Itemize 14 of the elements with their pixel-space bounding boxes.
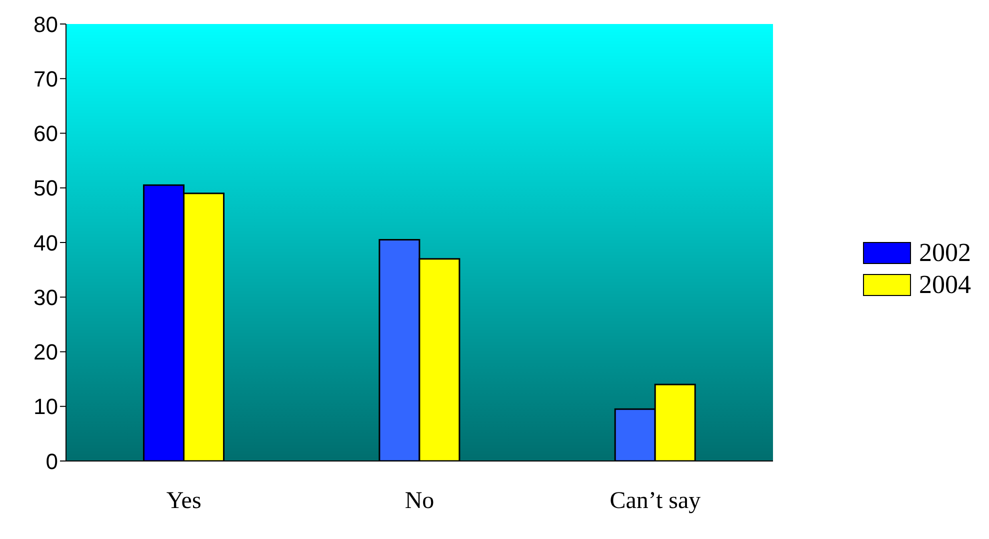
- y-tick-label: 30: [34, 284, 58, 310]
- x-tick-label: No: [404, 488, 434, 514]
- y-tick-label: 20: [34, 340, 58, 365]
- legend-label: 2002: [919, 238, 971, 268]
- x-tick-label: Can’t say: [610, 488, 701, 514]
- y-tick-label: 50: [34, 176, 58, 201]
- y-tick-label: 10: [34, 394, 58, 420]
- y-tick-label: 60: [34, 121, 58, 146]
- x-tick-label: Yes: [166, 488, 202, 514]
- y-tick-label: 0: [46, 448, 58, 474]
- legend-label: 2004: [919, 270, 971, 300]
- y-tick-label: 80: [34, 12, 58, 37]
- y-tick-label: 40: [34, 230, 58, 256]
- y-tick-label: 70: [34, 66, 58, 92]
